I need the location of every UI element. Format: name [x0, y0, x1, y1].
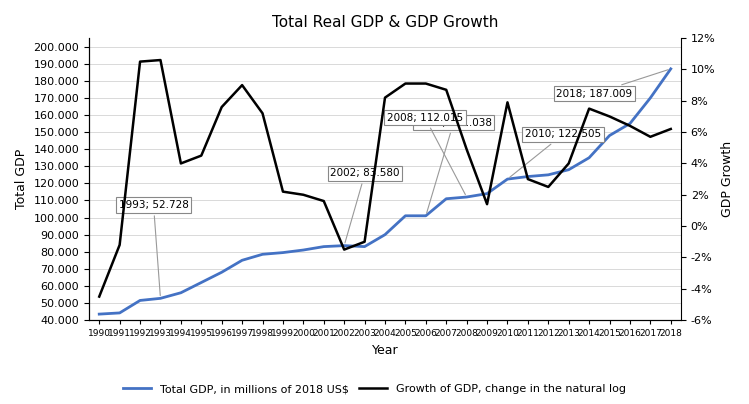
- Total GDP, in millions of 2018 US$: [482, 191, 491, 196]
- Growth of GDP, change in the natural log: [442, 87, 451, 92]
- Growth of GDP, change in the natural log: [258, 111, 267, 116]
- X-axis label: Year: Year: [372, 344, 398, 357]
- Total GDP, in millions of 2018 US$: [625, 121, 634, 126]
- Total GDP, in millions of 2018 US$: [667, 66, 676, 71]
- Growth of GDP, change in the natural log: [524, 177, 533, 181]
- Total GDP, in millions of 2018 US$: [299, 248, 308, 252]
- Total GDP, in millions of 2018 US$: [564, 167, 573, 172]
- Total GDP, in millions of 2018 US$: [279, 250, 288, 255]
- Text: 1993; 52.728: 1993; 52.728: [118, 200, 189, 296]
- Growth of GDP, change in the natural log: [503, 100, 512, 105]
- Growth of GDP, change in the natural log: [401, 81, 410, 86]
- Growth of GDP, change in the natural log: [564, 161, 573, 166]
- Total GDP, in millions of 2018 US$: [503, 177, 512, 181]
- Total GDP, in millions of 2018 US$: [156, 296, 165, 301]
- Title: Total Real GDP & GDP Growth: Total Real GDP & GDP Growth: [272, 15, 498, 30]
- Total GDP, in millions of 2018 US$: [442, 196, 451, 201]
- Growth of GDP, change in the natural log: [605, 114, 614, 119]
- Growth of GDP, change in the natural log: [279, 189, 288, 194]
- Growth of GDP, change in the natural log: [482, 202, 491, 206]
- Growth of GDP, change in the natural log: [625, 123, 634, 128]
- Growth of GDP, change in the natural log: [136, 59, 145, 64]
- Total GDP, in millions of 2018 US$: [258, 252, 267, 257]
- Total GDP, in millions of 2018 US$: [217, 270, 226, 275]
- Growth of GDP, change in the natural log: [422, 81, 431, 86]
- Growth of GDP, change in the natural log: [217, 105, 226, 109]
- Growth of GDP, change in the natural log: [94, 294, 103, 299]
- Growth of GDP, change in the natural log: [646, 135, 655, 139]
- Legend: Total GDP, in millions of 2018 US$, Growth of GDP, change in the natural log: Total GDP, in millions of 2018 US$, Grow…: [118, 379, 631, 398]
- Growth of GDP, change in the natural log: [237, 83, 246, 88]
- Growth of GDP, change in the natural log: [544, 185, 553, 189]
- Text: 2002; 83.580: 2002; 83.580: [330, 168, 400, 243]
- Total GDP, in millions of 2018 US$: [197, 280, 206, 285]
- Line: Total GDP, in millions of 2018 US$: Total GDP, in millions of 2018 US$: [99, 69, 671, 314]
- Total GDP, in millions of 2018 US$: [94, 312, 103, 317]
- Line: Growth of GDP, change in the natural log: Growth of GDP, change in the natural log: [99, 60, 671, 297]
- Total GDP, in millions of 2018 US$: [319, 244, 328, 249]
- Growth of GDP, change in the natural log: [585, 106, 594, 111]
- Total GDP, in millions of 2018 US$: [136, 298, 145, 303]
- Total GDP, in millions of 2018 US$: [646, 95, 655, 100]
- Growth of GDP, change in the natural log: [115, 242, 124, 247]
- Total GDP, in millions of 2018 US$: [360, 244, 369, 249]
- Growth of GDP, change in the natural log: [667, 126, 676, 131]
- Total GDP, in millions of 2018 US$: [605, 133, 614, 138]
- Text: 2018; 187.009: 2018; 187.009: [557, 70, 668, 99]
- Growth of GDP, change in the natural log: [462, 147, 471, 152]
- Growth of GDP, change in the natural log: [380, 95, 389, 100]
- Total GDP, in millions of 2018 US$: [237, 258, 246, 263]
- Total GDP, in millions of 2018 US$: [585, 155, 594, 160]
- Y-axis label: GDP Growth: GDP Growth: [721, 141, 734, 217]
- Total GDP, in millions of 2018 US$: [544, 173, 553, 177]
- Total GDP, in millions of 2018 US$: [422, 213, 431, 218]
- Y-axis label: Total GDP: Total GDP: [15, 149, 28, 209]
- Growth of GDP, change in the natural log: [156, 58, 165, 63]
- Growth of GDP, change in the natural log: [340, 247, 349, 252]
- Total GDP, in millions of 2018 US$: [524, 174, 533, 179]
- Growth of GDP, change in the natural log: [360, 239, 369, 244]
- Total GDP, in millions of 2018 US$: [176, 290, 185, 295]
- Total GDP, in millions of 2018 US$: [340, 243, 349, 248]
- Total GDP, in millions of 2018 US$: [380, 232, 389, 237]
- Total GDP, in millions of 2018 US$: [401, 213, 410, 218]
- Text: 2008; 112.015: 2008; 112.015: [387, 113, 465, 195]
- Text: 2010; 122.505: 2010; 122.505: [509, 129, 601, 177]
- Text: 2006; 101.038: 2006; 101.038: [416, 118, 491, 213]
- Total GDP, in millions of 2018 US$: [462, 195, 471, 200]
- Growth of GDP, change in the natural log: [299, 192, 308, 197]
- Growth of GDP, change in the natural log: [176, 161, 185, 166]
- Total GDP, in millions of 2018 US$: [115, 311, 124, 316]
- Growth of GDP, change in the natural log: [319, 199, 328, 204]
- Growth of GDP, change in the natural log: [197, 153, 206, 158]
